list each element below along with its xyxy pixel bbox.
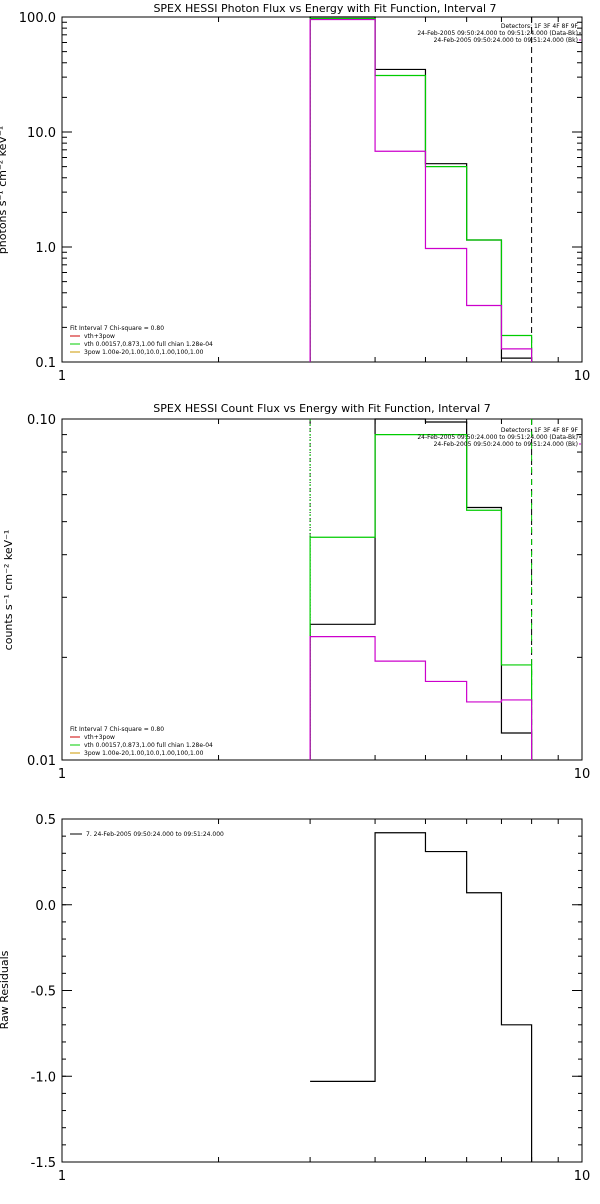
histogram-series-2 [309, 636, 533, 760]
count-flux-chart: SPEX HESSI Count Flux vs Energy with Fit… [2, 402, 590, 782]
fit-legend-label: 3pow 1.00e-20,1.00,10.0,1.00,100,1.00 [84, 349, 204, 356]
y-tick-label: 0.01 [27, 754, 56, 769]
y-tick-label: 10.0 [27, 126, 56, 141]
histogram-series-2 [309, 18, 533, 362]
y-tick-label: -0.5 [31, 985, 56, 1000]
y-tick-label: -1.5 [31, 1156, 56, 1171]
header-label: 24-Feb-2005 09:50:24.000 to 09:51:24.000… [417, 30, 578, 37]
fit-legend-label: vth 0.00157,0.873,1.00 full chian 1.28e-… [84, 341, 213, 348]
y-tick-label: 0.0 [35, 899, 56, 914]
x-tick-label: 1 [58, 369, 66, 384]
fit-legend-label: Fit Interval 7 Chi-square = 0.80 [70, 726, 164, 733]
y-tick-label: 0.5 [35, 813, 56, 828]
fit-legend-label: vth 0.00157,0.873,1.00 full chian 1.28e-… [84, 742, 213, 749]
photon-flux-title: SPEX HESSI Photon Flux vs Energy with Fi… [153, 2, 496, 15]
legend-label: 7. 24-Feb-2005 09:50:24.000 to 09:51:24.… [86, 831, 224, 838]
count-flux-ylabel: counts s⁻¹ cm⁻² keV⁻¹ [2, 530, 15, 651]
plot-frame [61, 418, 583, 761]
count-flux-title: SPEX HESSI Count Flux vs Energy with Fit… [153, 402, 490, 415]
histogram-series-1 [309, 17, 533, 362]
x-tick-label: 1 [58, 1169, 66, 1184]
y-tick-label: 0.10 [27, 413, 56, 428]
fit-legend-label: Fit Interval 7 Chi-square = 0.80 [70, 325, 164, 332]
fit-legend-label: vth+3pow [84, 333, 115, 340]
histogram-series-0 [309, 418, 533, 760]
histogram-series-0 [309, 16, 533, 362]
header-label: 24-Feb-2005 09:50:24.000 to 09:51:24.000… [434, 37, 578, 44]
header-label: Detectors: 1F 3F 4F 8F 9F [501, 427, 579, 434]
x-tick-label: 10 [574, 369, 591, 384]
fit-legend-label: 3pow 1.00e-20,1.00,10.0,1.00,100,1.00 [84, 750, 204, 757]
y-tick-label: 1.0 [35, 241, 56, 256]
residuals-ylabel: Raw Residuals [0, 950, 11, 1029]
header-label: Detectors: 1F 3F 4F 8F 9F [501, 23, 579, 30]
photon-flux-chart: SPEX HESSI Photon Flux vs Energy with Fi… [0, 2, 590, 384]
plot-frame [61, 818, 583, 1163]
histogram-series-1 [309, 434, 533, 760]
x-tick-label: 10 [574, 1169, 591, 1184]
x-tick-label: 10 [574, 767, 591, 782]
y-tick-label: 100.0 [19, 11, 56, 26]
y-tick-label: 0.1 [35, 356, 56, 371]
residuals-chart: Raw Residuals 1 10 0.5 0.0 -0.5 -1.0 -1.5 7. 24… [0, 813, 590, 1184]
header-label: 24-Feb-2005 09:50:24.000 to 09:51:24.000… [434, 441, 578, 448]
header-label: 24-Feb-2005 09:50:24.000 to 09:51:24.000… [417, 434, 578, 441]
fit-legend-label: vth+3pow [84, 734, 115, 741]
photon-flux-ylabel: photons s⁻¹ cm⁻² keV⁻¹ [0, 126, 9, 254]
plot-frame [61, 16, 583, 363]
histogram-series-0 [310, 832, 533, 1162]
y-tick-label: -1.0 [31, 1070, 56, 1085]
x-tick-label: 1 [58, 767, 66, 782]
